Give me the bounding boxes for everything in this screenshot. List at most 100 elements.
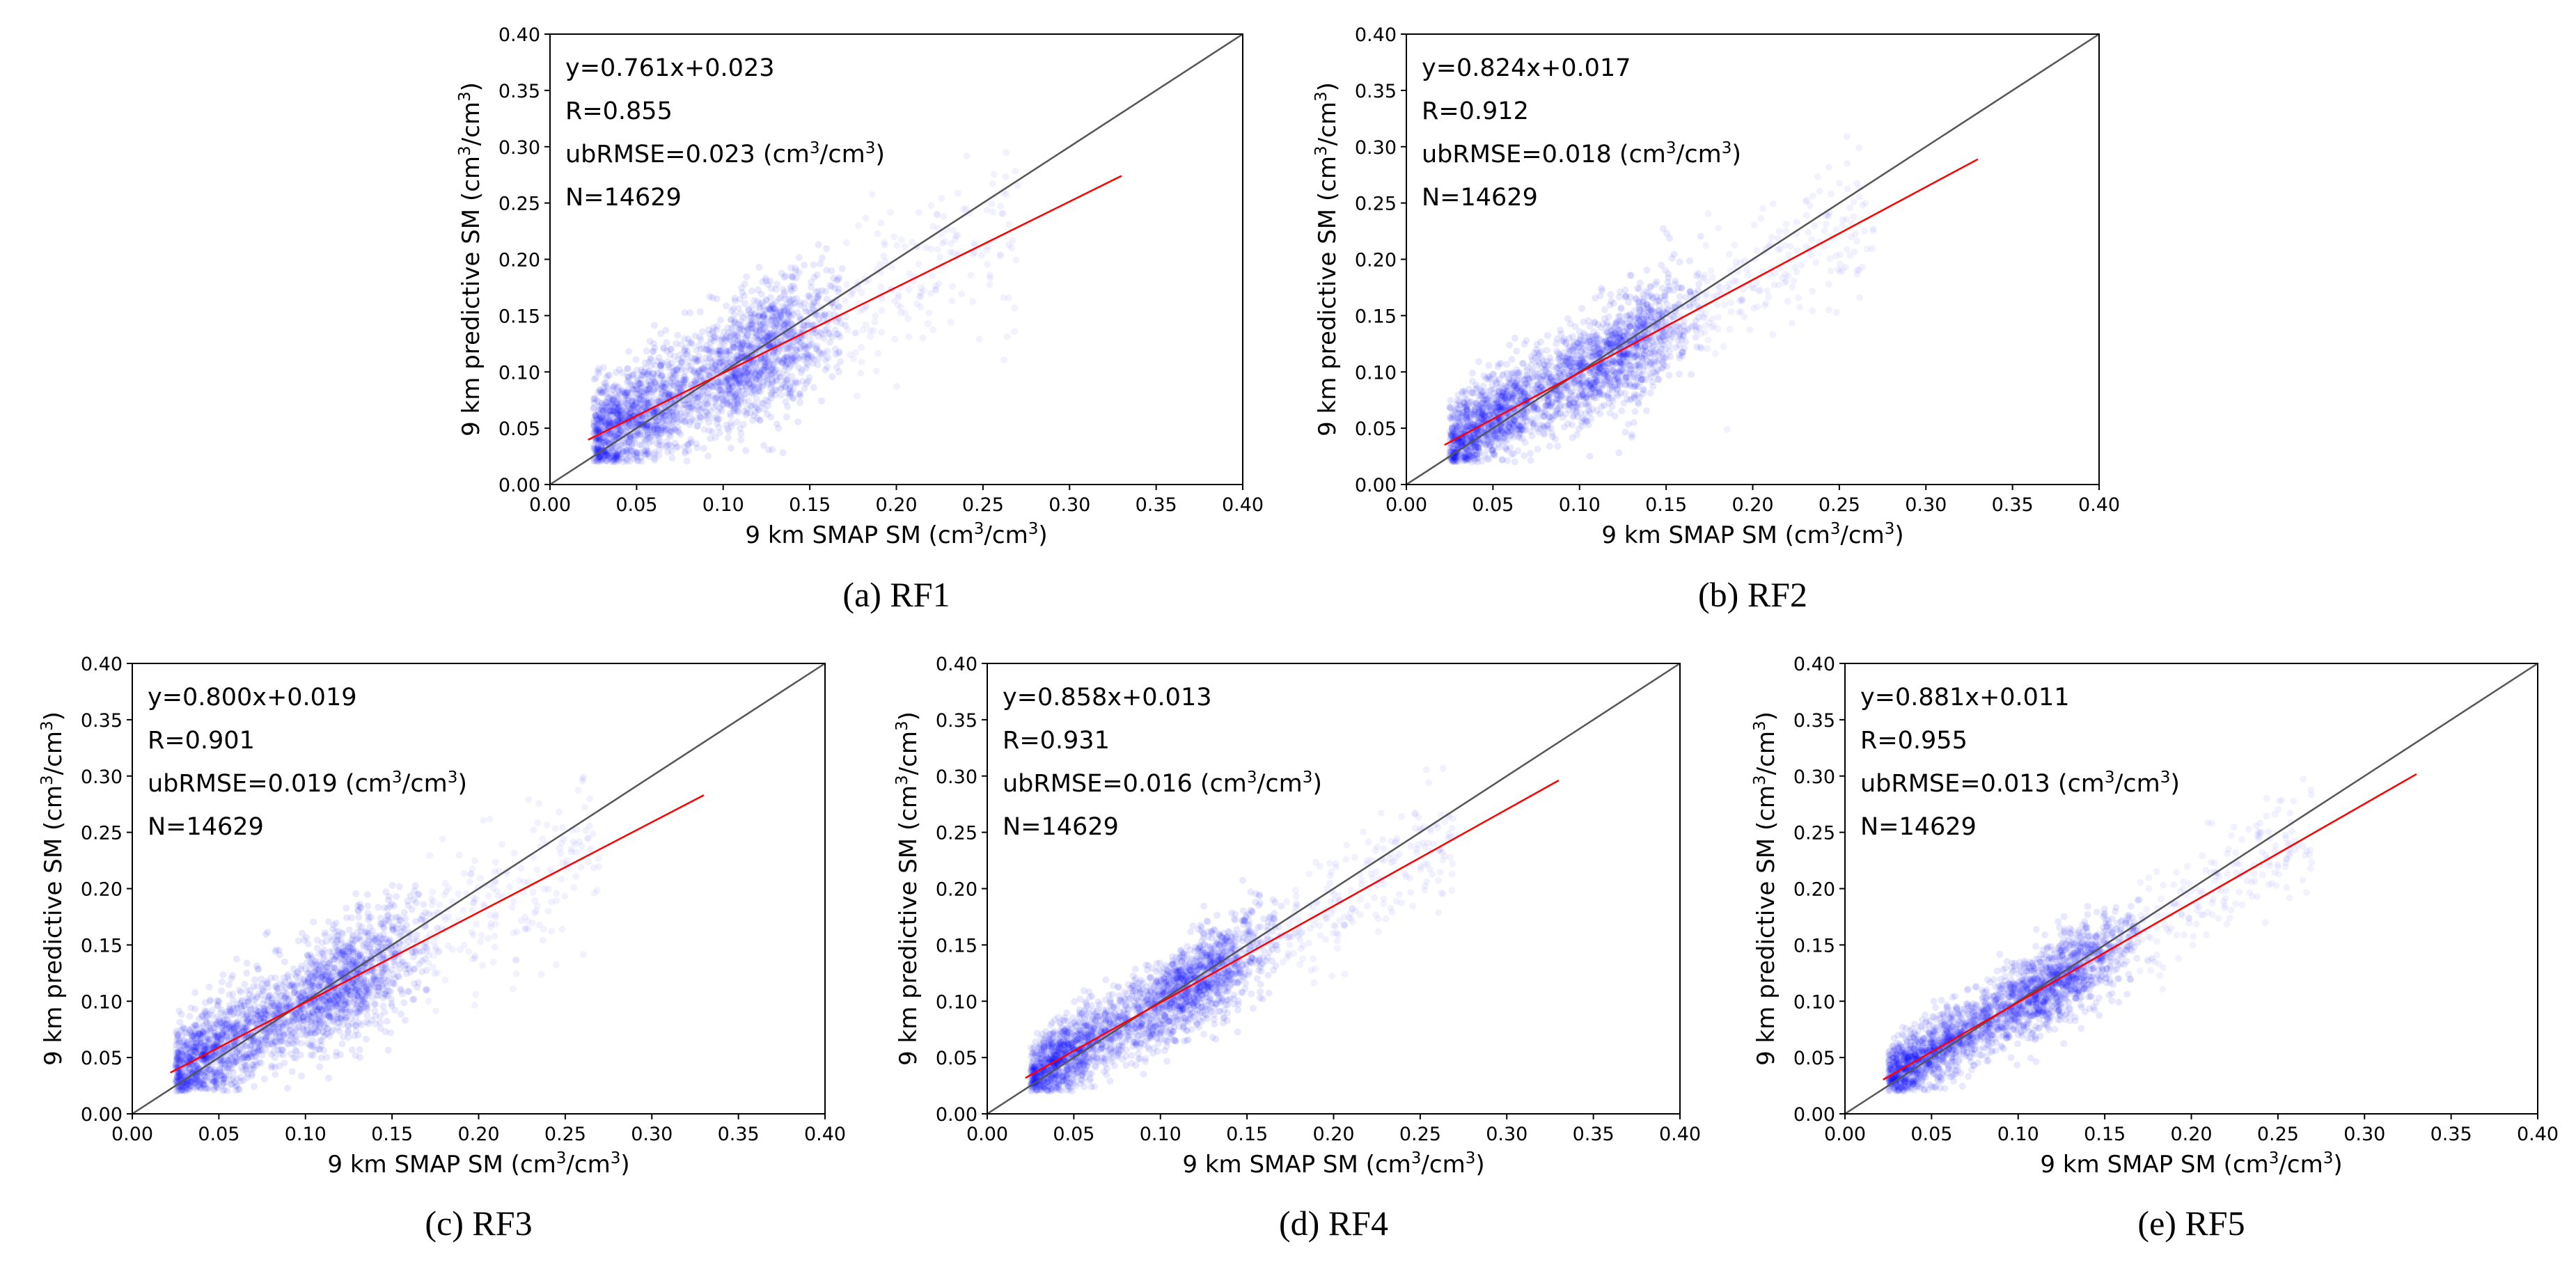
scatter-point [781, 295, 789, 303]
scatter-point [757, 354, 765, 362]
scatter-point [1447, 430, 1455, 437]
scatter-point [636, 404, 643, 411]
scatter-point [732, 370, 739, 377]
scatter-point [705, 452, 712, 460]
scatter-point [917, 303, 925, 310]
scatter-point [728, 324, 735, 331]
scatter-point [929, 326, 936, 333]
scatter-point [645, 377, 653, 385]
scatter-point [716, 430, 723, 436]
scatter-point [620, 409, 627, 417]
scatter-point [647, 399, 654, 407]
scatter-point [770, 304, 778, 312]
scatter-point [610, 396, 618, 404]
scatter-point [1448, 433, 1456, 440]
scatter-point [629, 402, 636, 409]
scatter-point [1769, 200, 1777, 207]
scatter-point [792, 345, 800, 353]
scatter-point [1605, 400, 1613, 407]
scatter-point [711, 333, 718, 340]
scatter-point [667, 345, 674, 353]
scatter-point [1825, 306, 1832, 313]
scatter-point [1474, 402, 1482, 409]
scatter-point [621, 400, 629, 407]
scatter-point [830, 274, 838, 282]
scatter-point [1589, 386, 1596, 393]
scatter-point [1499, 392, 1506, 400]
scatter-point [735, 409, 742, 416]
scatter-point [1839, 267, 1846, 274]
scatter-point [646, 338, 654, 345]
scatter-point [783, 377, 790, 384]
scatter-point [681, 309, 689, 317]
scatter-point [983, 246, 991, 254]
scatter-point [858, 359, 865, 366]
scatter-point [738, 364, 746, 372]
scatter-point [1493, 393, 1500, 400]
scatter-point [593, 446, 601, 453]
scatter-point [604, 399, 611, 407]
scatter-point [788, 379, 796, 387]
scatter-point [1514, 421, 1521, 428]
scatter-point [723, 374, 731, 381]
scatter-point [690, 417, 698, 424]
scatter-point [618, 411, 625, 418]
scatter-point [1611, 357, 1619, 365]
scatter-point [718, 386, 726, 394]
scatter-point [654, 422, 662, 429]
scatter-point [762, 320, 770, 328]
scatter-point [847, 292, 855, 299]
scatter-point [1594, 340, 1602, 348]
scatter-point [602, 418, 609, 425]
scatter-point [601, 401, 608, 408]
scatter-point [1608, 361, 1615, 368]
scatter-point [665, 361, 672, 369]
scatter-point [837, 358, 844, 365]
scatter-point [769, 363, 776, 371]
scatter-point [721, 336, 728, 343]
scatter-point [1534, 428, 1542, 436]
scatter-point [1598, 403, 1605, 410]
scatter-point [774, 357, 782, 365]
scatter-point [772, 316, 779, 324]
scatter-point [647, 362, 655, 370]
scatter-point [1544, 402, 1552, 409]
scatter-point [1659, 306, 1667, 314]
scatter-point [737, 322, 744, 329]
scatter-point [620, 448, 627, 455]
scatter-point [1641, 344, 1649, 351]
scatter-point [636, 395, 644, 403]
scatter-point [842, 297, 849, 304]
scatter-point [643, 422, 651, 430]
scatter-point [746, 380, 753, 388]
scatter-point [731, 344, 739, 352]
scatter-point [1706, 319, 1713, 326]
scatter-point [603, 404, 611, 411]
scatter-point [895, 294, 902, 301]
scatter-point [731, 376, 739, 384]
scatter-point [1682, 338, 1690, 345]
scatter-point [693, 373, 701, 381]
scatter-point [760, 358, 768, 365]
scatter-point [751, 388, 759, 396]
scatter-point [637, 400, 645, 407]
scatter-point [650, 322, 658, 329]
scatter-point [1635, 369, 1643, 377]
scatter-point [696, 368, 704, 376]
scatter-point [746, 318, 753, 326]
scatter-point [654, 424, 661, 432]
scatter-point [893, 383, 900, 391]
scatter-point [651, 380, 659, 388]
scatter-point [597, 435, 604, 443]
scatter-point [780, 321, 787, 329]
scatter-point [725, 377, 733, 385]
scatter-point [1668, 333, 1676, 340]
scatter-point [652, 422, 660, 430]
scatter-point [1527, 457, 1534, 464]
scatter-point [610, 407, 618, 414]
scatter-point [1672, 281, 1679, 288]
scatter-point [630, 402, 638, 409]
scatter-point [1487, 375, 1495, 383]
scatter-point [634, 399, 641, 407]
scatter-point [659, 372, 666, 379]
